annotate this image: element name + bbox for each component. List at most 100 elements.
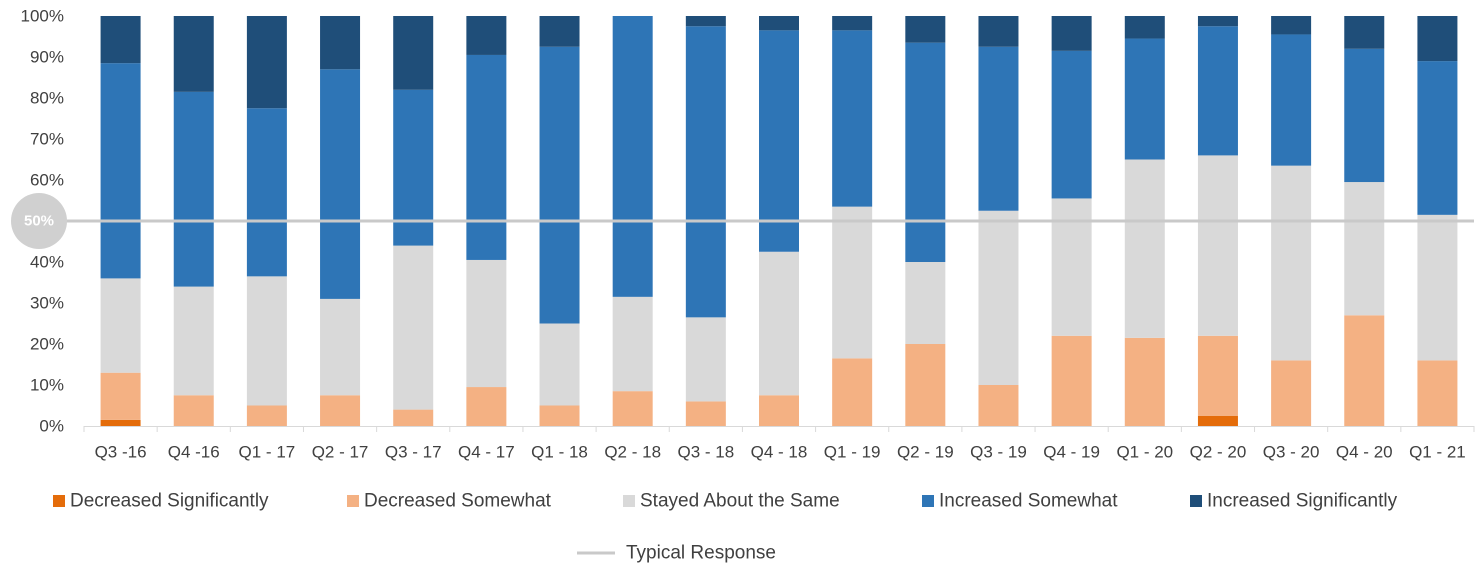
- x-axis: Q3 -16 Q4 -16 Q1 - 17 Q2 - 17 Q3 - 17 Q4 - 17…: [83, 426, 1475, 462]
- y-tick-label: 90%: [30, 48, 64, 67]
- plot-area: [100, 16, 1458, 426]
- y-tick-label: 0%: [39, 417, 64, 436]
- bar-increased-somewhat: [832, 30, 873, 207]
- bar-decreased-somewhat: [832, 358, 873, 426]
- bar-increased-somewhat: [1197, 26, 1238, 156]
- bar-stayed-about-the-same: [1197, 155, 1238, 336]
- bar-stayed-about-the-same: [246, 276, 287, 406]
- legend-label-decreased-somewhat: Decreased Somewhat: [364, 491, 552, 512]
- legend-label-typical-response: Typical Response: [626, 543, 776, 564]
- bar-increased-significantly: [1197, 16, 1238, 27]
- bar-increased-significantly: [905, 16, 946, 43]
- legend-label-increased-somewhat: Increased Somewhat: [939, 491, 1118, 512]
- typical-response-badge-label: 50%: [24, 213, 54, 230]
- x-tick-label: Q2 - 20: [1190, 443, 1247, 462]
- y-tick-label: 40%: [30, 253, 64, 272]
- x-tick-label: Q1 - 20: [1116, 443, 1173, 462]
- bar-increased-significantly: [978, 16, 1019, 47]
- x-tick-label: Q3 - 18: [677, 443, 734, 462]
- bar-increased-significantly: [832, 16, 873, 31]
- legend-label-increased-significantly: Increased Significantly: [1207, 491, 1398, 512]
- x-tick-label: Q2 - 18: [604, 443, 661, 462]
- bar-stayed-about-the-same: [320, 298, 361, 396]
- bar-increased-significantly: [100, 16, 141, 64]
- y-tick-label: 20%: [30, 335, 64, 354]
- typical-response-badge-circle: [11, 193, 67, 249]
- bar-increased-somewhat: [1051, 50, 1092, 199]
- bar-increased-significantly: [1344, 16, 1385, 49]
- y-tick-label: 30%: [30, 294, 64, 313]
- x-tick-label: Q4 - 20: [1336, 443, 1393, 462]
- bar-increased-somewhat: [1271, 34, 1312, 166]
- bar-increased-somewhat: [320, 69, 361, 299]
- bar-increased-significantly: [539, 16, 580, 47]
- legend-swatch-increased-significantly: [1190, 495, 1202, 507]
- y-tick-label: 60%: [30, 171, 64, 190]
- bar-increased-somewhat: [539, 46, 580, 324]
- bar-stayed-about-the-same: [539, 323, 580, 406]
- bar-stayed-about-the-same: [759, 251, 799, 396]
- bar-increased-somewhat: [1124, 38, 1165, 160]
- typical-response-badge: 50%: [11, 193, 67, 249]
- x-tick-label: Q4 - 17: [458, 443, 515, 462]
- bar-decreased-somewhat: [685, 401, 726, 426]
- bar-stayed-about-the-same: [466, 259, 507, 388]
- bar-stayed-about-the-same: [1417, 214, 1458, 361]
- bar-decreased-somewhat: [1124, 337, 1165, 426]
- bar-increased-significantly: [759, 16, 799, 31]
- x-tick-label: Q1 - 19: [824, 443, 881, 462]
- bar-stayed-about-the-same: [393, 245, 434, 410]
- y-tick-label: 70%: [30, 130, 64, 149]
- y-tick-label: 10%: [30, 376, 64, 395]
- bar-stayed-about-the-same: [1271, 165, 1312, 361]
- bar-increased-significantly: [1417, 16, 1458, 62]
- legend-swatch-decreased-somewhat: [347, 495, 359, 507]
- bar-decreased-somewhat: [1344, 315, 1385, 426]
- bar-increased-significantly: [466, 16, 507, 55]
- bar-increased-significantly: [173, 16, 214, 92]
- bar-decreased-somewhat: [759, 395, 799, 426]
- bar-increased-significantly: [1124, 16, 1165, 39]
- bar-decreased-somewhat: [978, 385, 1019, 426]
- bar-increased-significantly: [1051, 16, 1092, 51]
- bar-increased-somewhat: [100, 63, 141, 279]
- bar-decreased-somewhat: [173, 395, 214, 426]
- bar-stayed-about-the-same: [905, 262, 946, 344]
- legend-swatch-stayed-about-the-same: [623, 495, 635, 507]
- bar-increased-somewhat: [173, 91, 214, 287]
- legend-label-decreased-significantly: Decreased Significantly: [70, 491, 269, 512]
- bar-increased-significantly: [246, 16, 287, 109]
- x-tick-label: Q2 - 17: [312, 443, 369, 462]
- bar-increased-significantly: [1271, 16, 1312, 35]
- bar-decreased-somewhat: [612, 391, 653, 426]
- legend: Decreased Significantly Decreased Somewha…: [53, 491, 1398, 512]
- x-tick-label: Q3 -16: [95, 443, 147, 462]
- bar-increased-somewhat: [1417, 61, 1458, 215]
- legend-swatch-increased-somewhat: [922, 495, 934, 507]
- bar-decreased-somewhat: [905, 344, 946, 426]
- x-tick-label: Q4 - 18: [751, 443, 808, 462]
- legend-label-stayed-about-the-same: Stayed About the Same: [640, 491, 840, 512]
- bar-decreased-somewhat: [100, 372, 141, 420]
- x-tick-label: Q1 - 18: [531, 443, 588, 462]
- y-tick-label: 80%: [30, 89, 64, 108]
- bar-stayed-about-the-same: [1344, 182, 1385, 316]
- bar-decreased-somewhat: [320, 395, 361, 426]
- bar-decreased-somewhat: [539, 405, 580, 426]
- x-tick-label: Q3 - 20: [1263, 443, 1320, 462]
- bar-decreased-somewhat: [1197, 335, 1238, 416]
- x-tick-label: Q3 - 17: [385, 443, 442, 462]
- bar-increased-somewhat: [466, 54, 507, 260]
- bar-stayed-about-the-same: [612, 296, 653, 392]
- x-tick-label: Q1 - 17: [239, 443, 296, 462]
- bar-decreased-somewhat: [1051, 335, 1092, 426]
- y-axis: 0% 10% 20% 30% 40% 50% 60% 70% 80% 90% 100%: [21, 7, 64, 436]
- bar-stayed-about-the-same: [173, 286, 214, 396]
- bar-increased-somewhat: [246, 108, 287, 277]
- bar-decreased-significantly: [1197, 415, 1238, 426]
- x-tick-label: Q1 - 21: [1409, 443, 1466, 462]
- y-tick-label: 100%: [21, 7, 64, 26]
- legend-reference: Typical Response: [577, 543, 776, 564]
- bar-increased-somewhat: [1344, 48, 1385, 183]
